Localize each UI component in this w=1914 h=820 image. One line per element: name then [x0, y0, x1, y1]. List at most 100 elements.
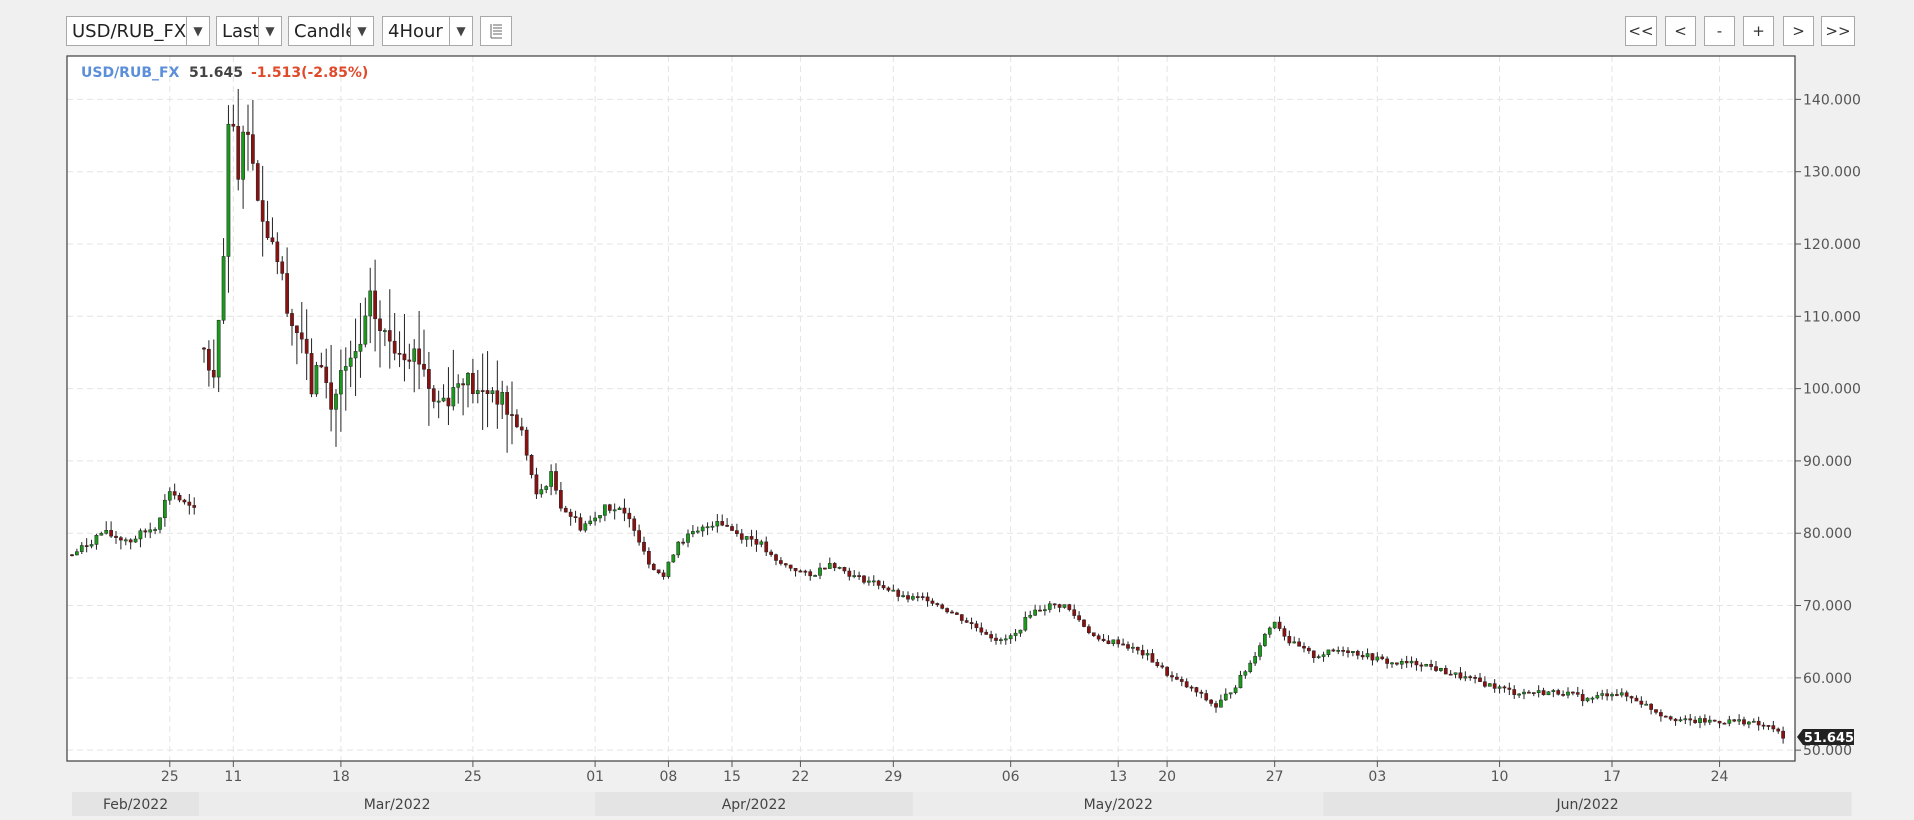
- candle-up: [891, 589, 896, 592]
- y-tick-label: 50.000: [1803, 743, 1852, 759]
- x-tick-label: 25: [161, 769, 179, 785]
- candle-up: [827, 563, 832, 569]
- zoom-in-button[interactable]: +: [1743, 16, 1774, 46]
- candle-down: [1121, 643, 1125, 646]
- candle-down: [1429, 664, 1433, 667]
- candle-down: [783, 563, 788, 566]
- candle-up: [383, 330, 387, 332]
- candle-down: [255, 163, 260, 201]
- candle-down: [495, 390, 500, 405]
- candle-up: [104, 530, 109, 534]
- candle-down: [1370, 653, 1375, 661]
- candle-down: [260, 200, 265, 222]
- candle-up: [94, 534, 99, 545]
- candle-down: [1531, 692, 1536, 694]
- x-tick-label: 27: [1266, 769, 1284, 785]
- candle-up: [871, 580, 876, 583]
- candle-down: [739, 533, 744, 540]
- candle-down: [1150, 653, 1155, 663]
- candle-down: [1717, 720, 1722, 724]
- candle-up: [1595, 695, 1600, 699]
- zoom-out-button[interactable]: -: [1704, 16, 1735, 46]
- candle-down: [1297, 641, 1301, 647]
- x-tick-label: 13: [1109, 769, 1127, 785]
- candle-up: [603, 504, 607, 516]
- candle-up: [544, 486, 549, 490]
- candle-down: [1360, 655, 1365, 658]
- candle-down: [798, 570, 803, 573]
- month-band: [199, 792, 596, 816]
- candle-down: [769, 551, 773, 555]
- candle-down: [280, 261, 285, 274]
- candle-up: [158, 517, 162, 530]
- candle-down: [1541, 690, 1546, 696]
- y-tick-label: 80.000: [1803, 526, 1852, 542]
- y-tick-label: 110.000: [1803, 309, 1861, 325]
- candle-down: [485, 390, 490, 394]
- chevron-down-icon[interactable]: ▼: [186, 17, 209, 45]
- last-price-tag-text: 51.645: [1804, 731, 1854, 746]
- candle-up: [715, 521, 720, 527]
- candle-down: [1512, 689, 1517, 695]
- candle-up: [79, 545, 84, 552]
- candle-up: [412, 348, 417, 362]
- nav-last-button[interactable]: >>: [1821, 16, 1855, 46]
- candle-up: [1145, 653, 1150, 656]
- month-label: Apr/2022: [722, 797, 787, 813]
- candle-down: [1189, 686, 1194, 689]
- candle-down: [651, 563, 656, 571]
- candle-up: [1698, 718, 1702, 723]
- month-band: [595, 792, 913, 816]
- nav-first-button[interactable]: <<: [1625, 16, 1657, 46]
- candle-up: [1003, 638, 1008, 641]
- nav-prev-button[interactable]: <: [1665, 16, 1696, 46]
- interval-value: 4Hour: [388, 20, 443, 42]
- candle-up: [1131, 646, 1135, 649]
- candle-up: [911, 596, 915, 600]
- candle-up: [686, 533, 690, 543]
- chevron-down-icon[interactable]: ▼: [449, 17, 472, 45]
- candle-down: [461, 383, 465, 386]
- candle-down: [749, 536, 754, 540]
- candle-up: [710, 525, 715, 528]
- candle-up: [358, 343, 363, 352]
- candle-down: [251, 134, 255, 164]
- candle-down: [1712, 719, 1717, 722]
- candle-down: [1204, 693, 1209, 701]
- candle-down: [1649, 703, 1653, 710]
- candle-down: [935, 603, 940, 606]
- chart-settings-button[interactable]: [480, 16, 512, 46]
- candle-down: [1282, 628, 1287, 637]
- chart-style-select[interactable]: Candle ▼: [288, 16, 374, 46]
- candle-down: [563, 507, 568, 513]
- interval-select[interactable]: 4Hour ▼: [382, 16, 473, 46]
- candle-down: [114, 535, 118, 538]
- y-tick-label: 60.000: [1803, 671, 1852, 687]
- candle-up: [1439, 668, 1443, 671]
- candle-down: [876, 580, 881, 586]
- candle-up: [1228, 692, 1233, 695]
- candle-down: [735, 530, 739, 534]
- price-field-select[interactable]: Last ▼: [216, 16, 282, 46]
- candle-up: [1453, 672, 1458, 675]
- x-tick-label: 10: [1491, 769, 1509, 785]
- nav-next-button[interactable]: >: [1783, 16, 1814, 46]
- chevron-down-icon[interactable]: ▼: [350, 17, 373, 45]
- candle-up: [1248, 662, 1253, 672]
- candle-down: [1096, 635, 1101, 640]
- candle-up: [1336, 650, 1341, 652]
- candle-up: [1018, 629, 1023, 634]
- candle-up: [1751, 720, 1756, 723]
- candle-down: [1722, 722, 1727, 725]
- candle-up: [500, 392, 505, 405]
- chevron-down-icon[interactable]: ▼: [258, 17, 281, 45]
- candle-up: [676, 541, 681, 556]
- month-label: Jun/2022: [1555, 797, 1618, 813]
- candle-up: [1219, 699, 1223, 708]
- month-band: [912, 792, 1324, 816]
- symbol-select[interactable]: USD/RUB_FX ▼: [66, 16, 210, 46]
- candle-down: [275, 241, 280, 263]
- candle-down: [1101, 638, 1106, 642]
